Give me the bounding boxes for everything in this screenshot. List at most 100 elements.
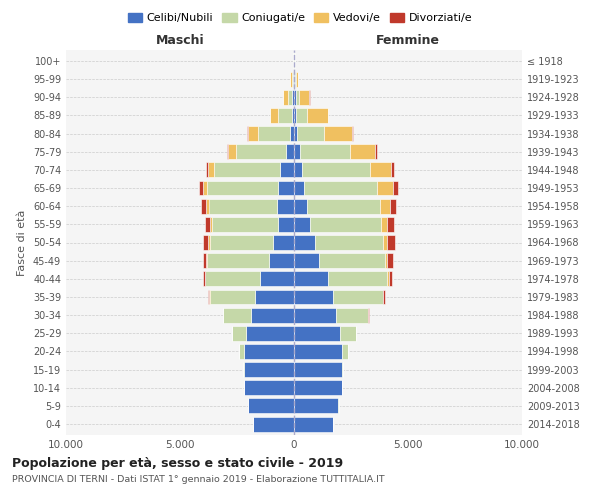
Bar (294, 144, 300, 159)
Bar (223, 308, 251, 322)
Bar (307, 108, 328, 123)
Bar (325, 126, 352, 141)
Bar (270, 108, 278, 123)
Bar (239, 344, 244, 359)
Bar (297, 126, 325, 141)
Bar (370, 162, 391, 178)
Bar (208, 180, 278, 196)
Bar (380, 217, 388, 232)
Bar (319, 253, 385, 268)
Bar (208, 253, 269, 268)
Bar (304, 180, 377, 196)
Bar (244, 362, 294, 377)
Bar (286, 144, 294, 159)
Bar (391, 162, 394, 178)
Bar (232, 326, 246, 340)
Bar (296, 72, 298, 86)
Bar (203, 180, 208, 196)
Bar (294, 90, 296, 104)
Text: PROVINCIA DI TERNI - Dati ISTAT 1° gennaio 2019 - Elaborazione TUTTITALIA.IT: PROVINCIA DI TERNI - Dati ISTAT 1° genna… (12, 475, 385, 484)
Bar (294, 126, 297, 141)
Bar (294, 180, 304, 196)
Bar (294, 326, 340, 340)
Bar (307, 198, 380, 214)
Bar (280, 162, 294, 178)
Bar (336, 308, 368, 322)
Bar (287, 90, 292, 104)
Bar (278, 180, 294, 196)
Bar (251, 308, 294, 322)
Bar (203, 272, 205, 286)
Bar (299, 90, 309, 104)
Bar (328, 272, 388, 286)
Bar (209, 290, 255, 304)
Bar (310, 217, 380, 232)
Text: Femmine: Femmine (376, 34, 440, 48)
Bar (292, 72, 293, 86)
Bar (248, 398, 294, 413)
Bar (227, 144, 228, 159)
Bar (248, 126, 258, 141)
Bar (294, 272, 328, 286)
Bar (383, 290, 385, 304)
Bar (296, 90, 299, 104)
Y-axis label: Anni di nascita: Anni di nascita (599, 201, 600, 284)
Bar (206, 253, 208, 268)
Bar (388, 253, 393, 268)
Bar (244, 380, 294, 395)
Bar (210, 217, 212, 232)
Bar (296, 108, 307, 123)
Bar (278, 217, 294, 232)
Bar (294, 217, 310, 232)
Bar (214, 162, 280, 178)
Bar (203, 235, 208, 250)
Bar (388, 272, 389, 286)
Bar (342, 344, 347, 359)
Bar (294, 235, 314, 250)
Bar (294, 198, 307, 214)
Bar (388, 235, 395, 250)
Bar (393, 180, 398, 196)
Bar (278, 108, 292, 123)
Bar (206, 198, 209, 214)
Bar (389, 272, 392, 286)
Bar (293, 72, 294, 86)
Bar (269, 253, 294, 268)
Bar (205, 217, 210, 232)
Bar (253, 416, 294, 432)
Bar (342, 362, 343, 377)
Bar (294, 308, 336, 322)
Y-axis label: Fasce di età: Fasce di età (17, 210, 27, 276)
Bar (290, 72, 292, 86)
Bar (260, 272, 294, 286)
Bar (383, 235, 388, 250)
Bar (292, 108, 294, 123)
Bar (294, 416, 333, 432)
Bar (380, 198, 390, 214)
Bar (209, 235, 274, 250)
Bar (333, 290, 383, 304)
Bar (302, 162, 370, 178)
Bar (236, 144, 286, 159)
Bar (258, 126, 290, 141)
Bar (206, 162, 208, 178)
Bar (246, 326, 294, 340)
Bar (255, 290, 294, 304)
Bar (203, 253, 206, 268)
Bar (205, 272, 260, 286)
Bar (294, 108, 296, 123)
Bar (199, 180, 203, 196)
Bar (294, 344, 342, 359)
Bar (352, 126, 353, 141)
Bar (292, 90, 294, 104)
Bar (244, 344, 294, 359)
Bar (294, 290, 333, 304)
Bar (290, 126, 294, 141)
Bar (390, 198, 395, 214)
Bar (277, 198, 294, 214)
Bar (295, 72, 296, 86)
Bar (388, 217, 394, 232)
Bar (208, 162, 214, 178)
Bar (375, 144, 377, 159)
Legend: Celibi/Nubili, Coniugati/e, Vedovi/e, Divorziati/e: Celibi/Nubili, Coniugati/e, Vedovi/e, Di… (124, 8, 476, 28)
